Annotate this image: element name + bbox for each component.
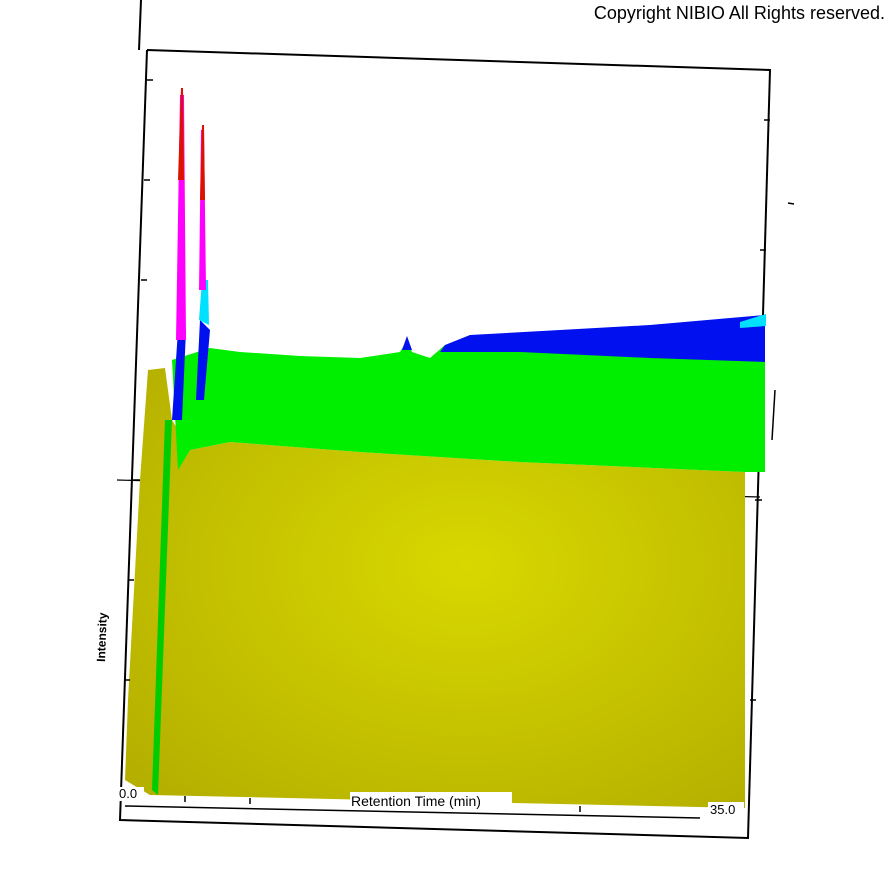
x-axis-label: Retention Time (min)	[351, 793, 481, 809]
peaks	[172, 88, 210, 420]
surface-green	[152, 332, 765, 795]
copyright-text: Copyright NIBIO All Rights reserved.	[593, 3, 885, 23]
x-ticks	[124, 796, 701, 819]
surface-blue	[402, 314, 766, 362]
x-tick-label-1: 35.0	[710, 802, 735, 817]
y-axis-label: Intensity	[94, 612, 110, 662]
y-ticks	[124, 79, 795, 701]
surface-yellow	[125, 368, 745, 808]
x-tick-label-0: 0.0	[119, 786, 137, 801]
